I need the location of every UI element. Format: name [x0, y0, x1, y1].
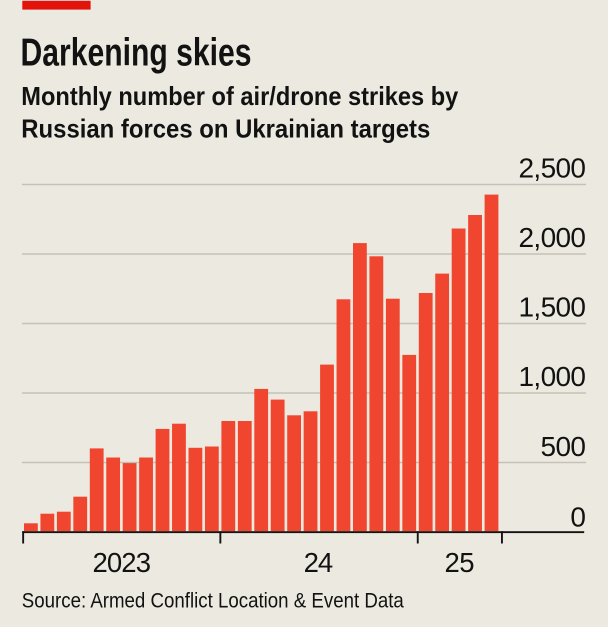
svg-text:1,500: 1,500: [519, 292, 587, 323]
svg-text:Monthly number of air/drone st: Monthly number of air/drone strikes by: [21, 81, 458, 111]
svg-text:1,000: 1,000: [519, 361, 587, 392]
svg-text:2023: 2023: [93, 547, 152, 578]
svg-text:0: 0: [570, 502, 586, 533]
svg-text:2,000: 2,000: [519, 222, 587, 253]
svg-text:2,500: 2,500: [519, 153, 587, 184]
svg-text:Darkening skies: Darkening skies: [21, 32, 252, 75]
svg-text:24: 24: [304, 547, 334, 578]
svg-text:25: 25: [445, 547, 475, 578]
svg-text:500: 500: [541, 431, 587, 462]
svg-text:Russian forces on Ukrainian ta: Russian forces on Ukrainian targets: [21, 113, 430, 143]
svg-text:Source: Armed Conflict Locatio: Source: Armed Conflict Location & Event …: [22, 589, 404, 613]
